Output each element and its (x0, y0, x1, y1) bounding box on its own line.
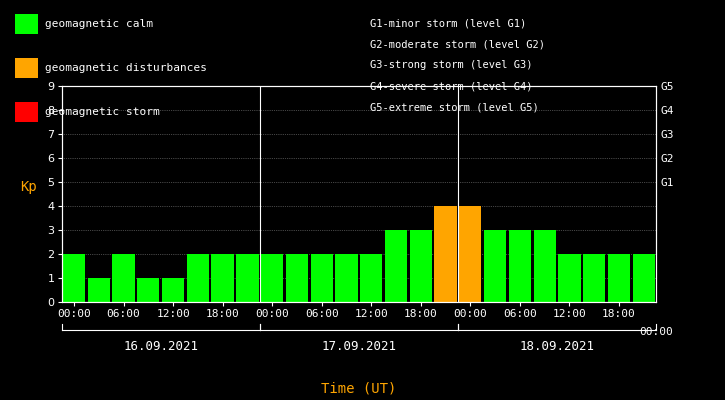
Bar (336, 254, 357, 302)
Text: geomagnetic storm: geomagnetic storm (45, 107, 160, 117)
Text: 17.09.2021: 17.09.2021 (321, 340, 397, 353)
Bar (633, 254, 655, 302)
Y-axis label: Kp: Kp (20, 180, 37, 194)
Text: G4-severe storm (level G4): G4-severe storm (level G4) (370, 82, 532, 92)
Bar (385, 230, 407, 302)
Bar (212, 254, 233, 302)
Bar (112, 254, 135, 302)
Bar (608, 254, 630, 302)
Text: Time (UT): Time (UT) (321, 382, 397, 396)
Bar (261, 254, 283, 302)
Text: 00:00: 00:00 (639, 327, 673, 337)
Text: G2-moderate storm (level G2): G2-moderate storm (level G2) (370, 39, 544, 49)
Bar (137, 278, 160, 302)
Text: 16.09.2021: 16.09.2021 (123, 340, 198, 353)
Text: G3-strong storm (level G3): G3-strong storm (level G3) (370, 60, 532, 70)
Bar (558, 254, 581, 302)
Bar (534, 230, 556, 302)
Bar (583, 254, 605, 302)
Bar (310, 254, 333, 302)
Bar (162, 278, 184, 302)
Text: G5-extreme storm (level G5): G5-extreme storm (level G5) (370, 103, 539, 113)
Bar (360, 254, 382, 302)
Text: geomagnetic disturbances: geomagnetic disturbances (45, 63, 207, 73)
Bar (88, 278, 110, 302)
Text: 18.09.2021: 18.09.2021 (520, 340, 594, 353)
Bar (410, 230, 432, 302)
Text: geomagnetic calm: geomagnetic calm (45, 19, 153, 29)
Bar (484, 230, 506, 302)
Text: G1-minor storm (level G1): G1-minor storm (level G1) (370, 18, 526, 28)
Bar (459, 206, 481, 302)
Bar (187, 254, 209, 302)
Bar (63, 254, 85, 302)
Bar (509, 230, 531, 302)
Bar (236, 254, 259, 302)
Bar (434, 206, 457, 302)
Bar (286, 254, 308, 302)
